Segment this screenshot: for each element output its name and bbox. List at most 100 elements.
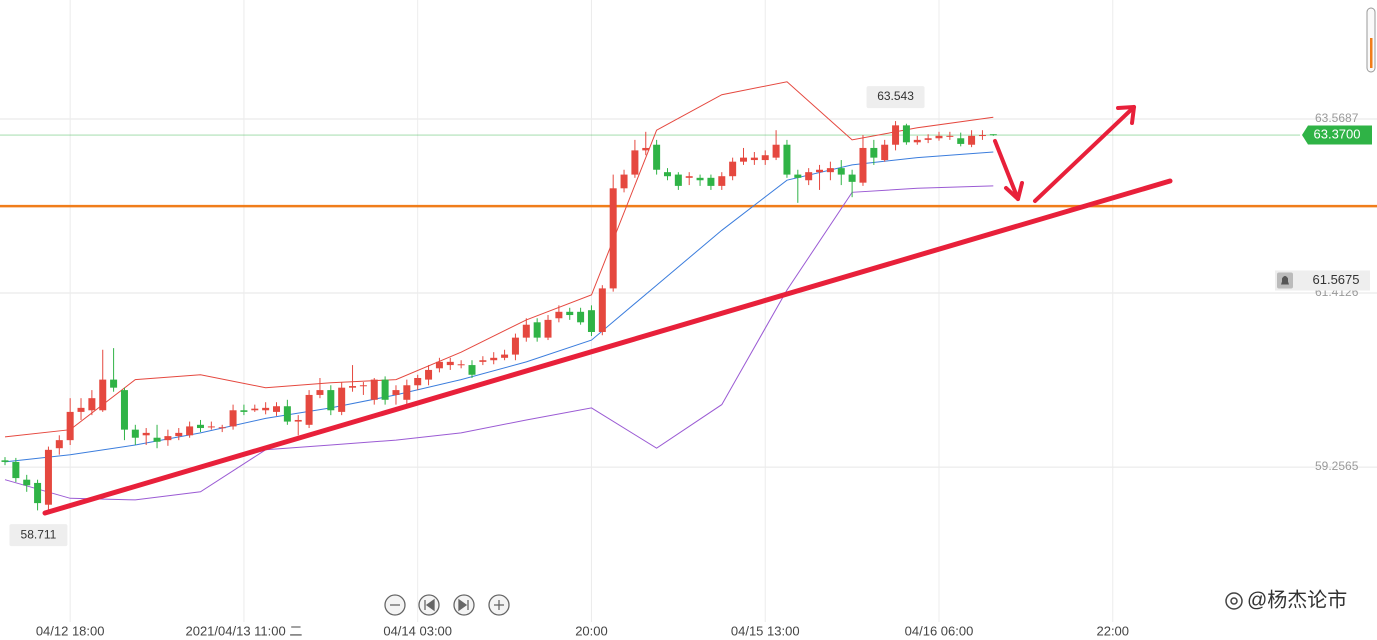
- candle-body: [283, 406, 291, 422]
- candle-body: [924, 138, 932, 140]
- candle-body: [816, 169, 824, 173]
- candle-body: [978, 135, 986, 137]
- candle-body: [859, 147, 867, 183]
- candle-body: [957, 138, 965, 144]
- x-tick-label: 04/14 03:00: [383, 623, 452, 638]
- candle-body: [620, 174, 628, 189]
- scrollbar[interactable]: [1366, 7, 1376, 73]
- candle-body: [794, 174, 802, 178]
- candle-body: [685, 176, 693, 178]
- alert-price-label: 61.5675: [1313, 272, 1360, 287]
- candle-body: [381, 379, 389, 400]
- zoom-out-button[interactable]: [384, 594, 406, 616]
- step-forward-button[interactable]: [453, 594, 475, 616]
- candle-body: [902, 125, 910, 143]
- candle-body: [229, 410, 237, 427]
- candle-body: [501, 354, 509, 358]
- candle-body: [479, 360, 487, 362]
- candle-body: [935, 135, 943, 139]
- candle-body: [425, 369, 433, 380]
- arrow-down: [993, 139, 1020, 201]
- x-tick-label: 04/15 13:00: [731, 623, 800, 638]
- candle-body: [663, 172, 671, 177]
- candle-body: [826, 168, 834, 173]
- trend-line: [42, 178, 1173, 516]
- candle-body: [761, 155, 769, 161]
- candle-body: [729, 161, 737, 177]
- candle-body: [566, 311, 574, 316]
- candle-body: [305, 394, 313, 425]
- candle-body: [142, 432, 150, 436]
- candle-body: [946, 135, 954, 137]
- alert-tag: [1275, 270, 1370, 291]
- candle-body: [468, 365, 476, 375]
- band-line: [4, 151, 994, 463]
- arrow-up-head: [1116, 105, 1136, 125]
- candle-body: [653, 144, 661, 170]
- candle-body: [750, 157, 758, 161]
- candle-body: [218, 427, 226, 429]
- candle-body: [783, 144, 791, 175]
- band-line: [4, 185, 994, 501]
- candle-body: [511, 337, 519, 355]
- candle-body: [555, 311, 563, 319]
- candle-body: [262, 407, 270, 411]
- candle-body: [88, 398, 96, 411]
- candle-body: [44, 449, 52, 505]
- watermark-icon: [1225, 592, 1243, 610]
- band-line: [4, 81, 994, 438]
- last-price-tag: [1302, 125, 1372, 145]
- candle-body: [99, 379, 107, 411]
- candle-body: [435, 361, 443, 369]
- candle-body: [587, 310, 595, 332]
- candle-body: [12, 461, 20, 479]
- candle-body: [696, 177, 704, 181]
- candle-body: [533, 322, 541, 338]
- arrow-down-head: [1004, 181, 1024, 201]
- candle-body: [414, 377, 422, 386]
- min-label: 58.711: [21, 527, 57, 541]
- arrow-up: [1033, 105, 1136, 203]
- step-back-button[interactable]: [418, 594, 440, 616]
- candle-body: [490, 357, 498, 361]
- y-tick-label: 63.5687: [1315, 111, 1359, 125]
- candle-body: [120, 390, 128, 430]
- candle-body: [110, 379, 118, 388]
- candle-body: [598, 288, 606, 332]
- candle-body: [392, 390, 400, 395]
- last-price-label: 63.3700: [1314, 126, 1361, 141]
- candle-body: [359, 385, 367, 387]
- candle-body: [740, 157, 748, 162]
- candle-body: [164, 436, 172, 441]
- candle-body: [870, 147, 878, 158]
- candles: [1, 121, 997, 512]
- candle-body: [175, 432, 183, 437]
- candle-body: [848, 174, 856, 182]
- candle-body: [77, 407, 85, 412]
- alert-bell: [1281, 276, 1289, 285]
- x-tick-label: 20:00: [575, 623, 608, 638]
- playback-controls: [384, 594, 510, 616]
- candle-body: [805, 172, 813, 181]
- candle-body: [23, 479, 31, 486]
- bollinger-bands: [4, 81, 994, 501]
- max-label: 63.543: [877, 89, 914, 103]
- candle-body: [131, 429, 139, 438]
- candle-body: [403, 385, 411, 400]
- candle-body: [609, 188, 617, 289]
- candle-body: [642, 147, 650, 151]
- x-tick-label: 04/12 18:00: [36, 623, 105, 638]
- max-label-box: [866, 86, 925, 109]
- candle-body: [989, 134, 997, 136]
- candle-body: [327, 390, 335, 411]
- y-tick-label: 59.2565: [1315, 459, 1359, 473]
- min-label-box: [9, 524, 68, 547]
- candle-body: [631, 150, 639, 175]
- candle-body: [892, 125, 900, 145]
- x-tick-label: 22:00: [1096, 623, 1129, 638]
- zoom-in-button[interactable]: [488, 594, 510, 616]
- candle-body: [674, 174, 682, 186]
- candle-body: [1, 460, 9, 462]
